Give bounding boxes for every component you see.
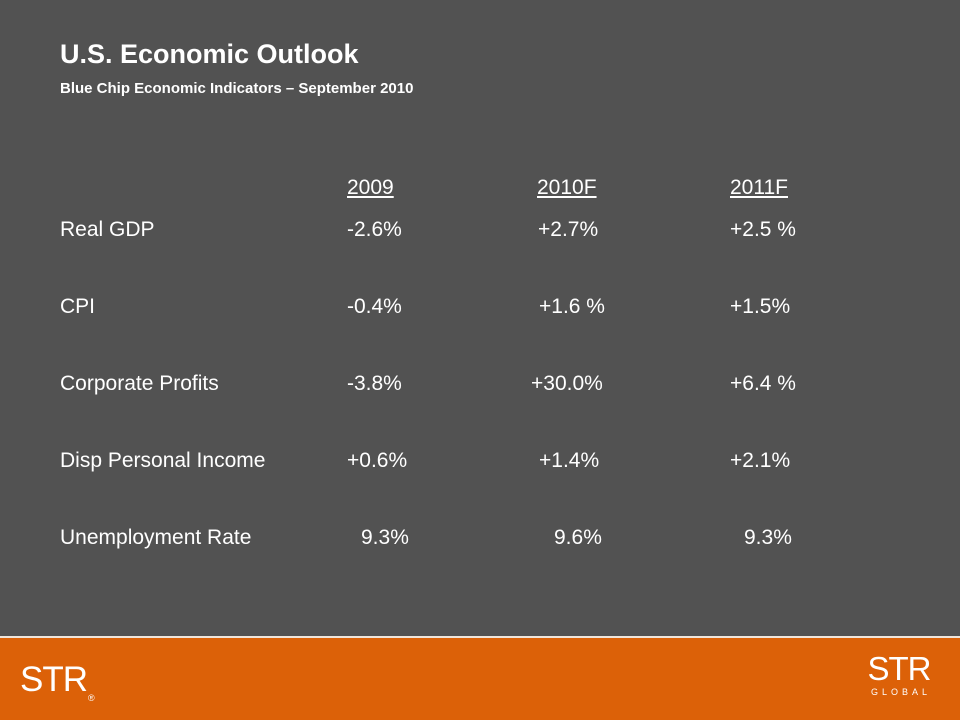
footer-divider [0,636,960,638]
row-label: Corporate Profits [60,372,219,395]
value-2011f: +1.5% [730,295,791,318]
value-2009: -2.6% [347,218,402,241]
value-2011f: +2.1% [730,449,791,472]
str-global-logo-text: STR [867,650,932,687]
table-header-row: 2009 2010F 2011F [60,176,860,200]
column-header-2009: 2009 [347,176,394,199]
table-row-corporate-profits: Corporate Profits -3.8% +30.0% +6.4 % [60,372,860,396]
str-global-logo-subtext: GLOBAL [870,687,932,697]
value-2011f: +6.4 % [730,372,796,395]
row-label: Disp Personal Income [60,449,266,472]
table-row-unemployment-rate: Unemployment Rate 9.3% 9.6% 9.3% [60,526,860,550]
str-logo-text: STR [20,660,88,699]
value-2010f: +1.6 % [539,295,605,318]
indicator-table: 2009 2010F 2011F Real GDP -2.6% +2.7% +2… [60,176,860,550]
table-row-disp-personal-income: Disp Personal Income +0.6% +1.4% +2.1% [60,449,860,473]
slide-subtitle: Blue Chip Economic Indicators – Septembe… [60,80,414,97]
str-global-logo: STR GLOBAL [864,652,934,698]
footer-bar: STR® STR GLOBAL [0,638,960,720]
registered-mark: ® [88,693,95,703]
value-2010f: +2.7% [538,218,599,241]
value-2009: 9.3% [361,526,409,549]
column-header-2011f: 2011F [730,176,788,199]
table-row-cpi: CPI -0.4% +1.6 % +1.5% [60,295,860,319]
row-label: Real GDP [60,218,155,241]
value-2011f: 9.3% [744,526,792,549]
value-2009: +0.6% [347,449,408,472]
value-2010f: 9.6% [554,526,602,549]
slide-title: U.S. Economic Outlook [60,39,359,69]
value-2011f: +2.5 % [730,218,796,241]
table-row-real-gdp: Real GDP -2.6% +2.7% +2.5 % [60,218,860,242]
str-logo: STR® [20,660,95,703]
value-2010f: +30.0% [531,372,603,395]
row-label: Unemployment Rate [60,526,252,549]
value-2009: -0.4% [347,295,402,318]
column-header-2010f: 2010F [537,176,597,199]
value-2010f: +1.4% [539,449,600,472]
row-label: CPI [60,295,96,318]
value-2009: -3.8% [347,372,402,395]
